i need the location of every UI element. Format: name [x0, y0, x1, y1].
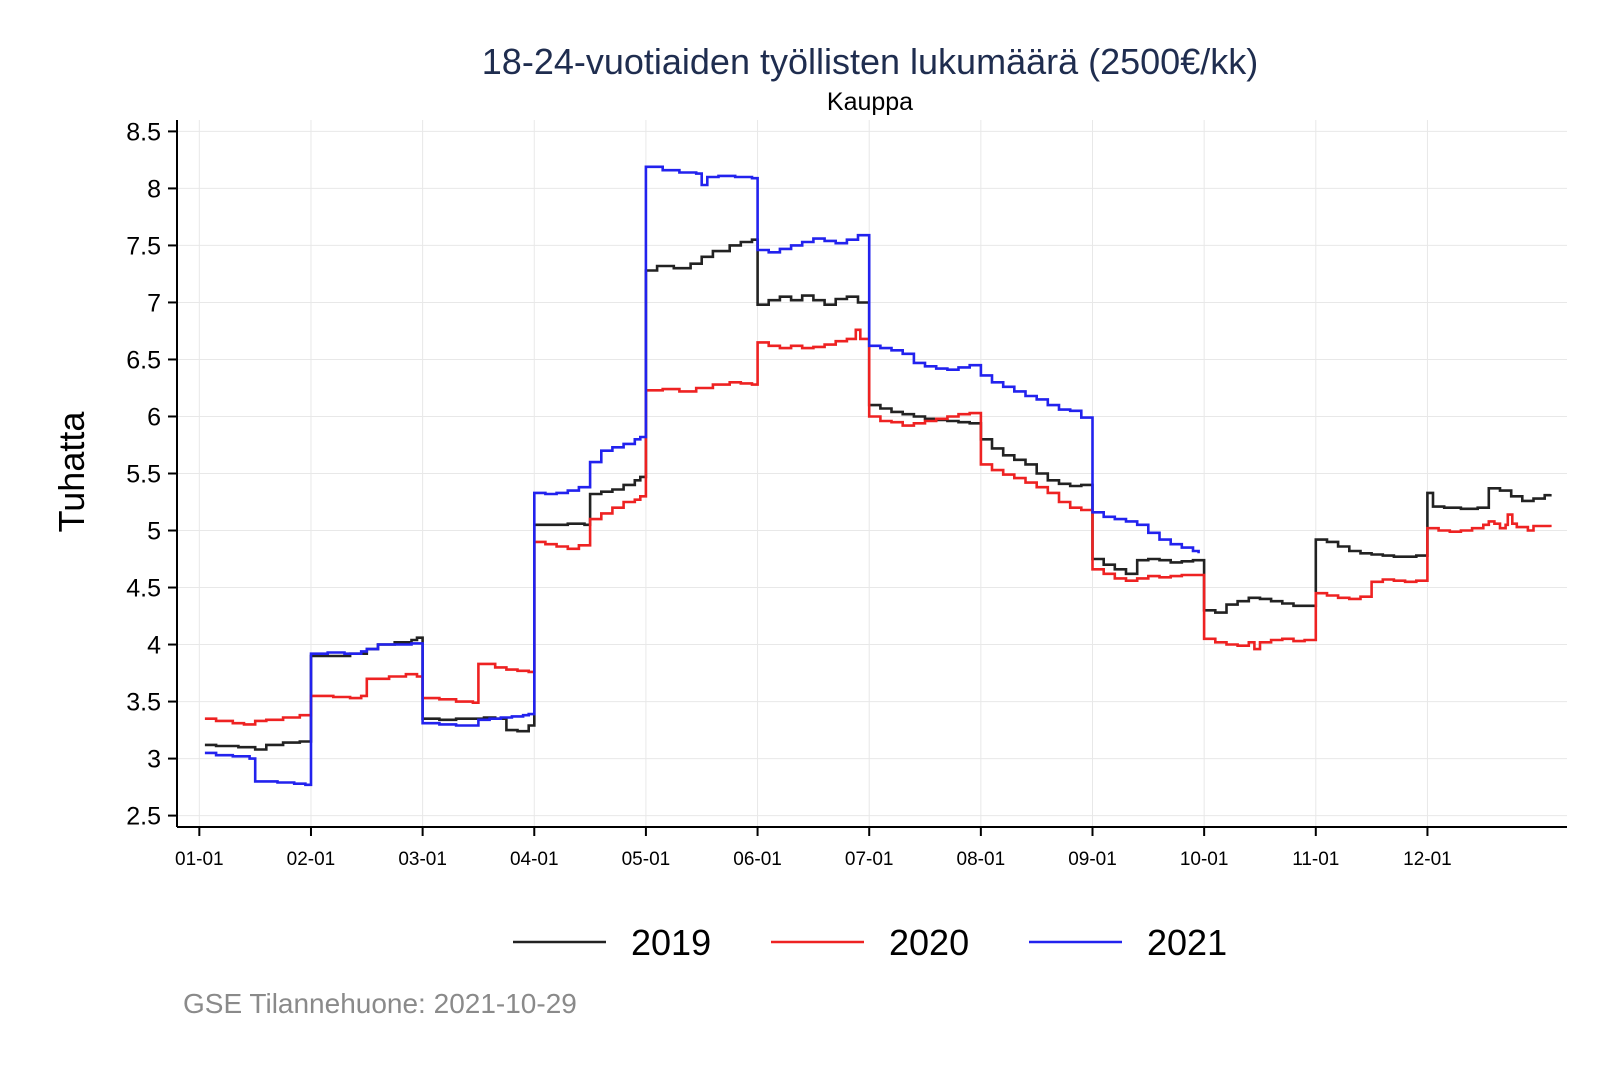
y-tick-label: 7: [147, 289, 161, 317]
y-tick-label: 5: [147, 518, 161, 546]
y-tick-label: 7.5: [126, 232, 161, 260]
chart-title: 18-24-vuotiaiden työllisten lukumäärä (2…: [482, 41, 1258, 82]
y-tick-label: 2.5: [126, 803, 161, 831]
x-tick-label: 11-01: [1292, 849, 1339, 870]
x-tick-label: 06-01: [733, 849, 782, 870]
series-line-2020: [204, 328, 1552, 726]
x-tick-label: 12-01: [1403, 849, 1452, 870]
y-tick-label: 6: [147, 403, 161, 431]
source-note: GSE Tilannehuone: 2021-10-29: [183, 988, 577, 1019]
y-tick-label: 8.5: [126, 118, 161, 146]
x-tick-label: 03-01: [398, 849, 447, 870]
x-tick-label: 10-01: [1180, 849, 1229, 870]
x-tick-label: 07-01: [845, 849, 894, 870]
legend-item-2021[interactable]: 2021: [1029, 922, 1227, 963]
y-axis-label: Tuhatta: [51, 411, 92, 533]
x-ticks: 01-01 02-01 03-01 04-01 05-01 06-01 07-01 08-01…: [175, 827, 1452, 870]
y-tick-label: 3.5: [126, 689, 161, 717]
x-tick-label: 02-01: [287, 849, 336, 870]
y-tick-label: 3: [147, 746, 161, 774]
y-tick-label: 4: [147, 632, 161, 660]
legend-label: 2020: [889, 922, 969, 963]
legend[interactable]: 2019 2020 2021: [513, 922, 1227, 963]
legend-item-2020[interactable]: 2020: [771, 922, 969, 963]
x-tick-label: 04-01: [510, 849, 559, 870]
y-tick-label: 8: [147, 175, 161, 203]
x-tick-label: 01-01: [175, 849, 224, 870]
legend-label: 2021: [1147, 922, 1227, 963]
series-line-2021: [204, 165, 1200, 787]
y-tick-label: 4.5: [126, 575, 161, 603]
x-tick-label: 08-01: [957, 849, 1006, 870]
x-tick-label: 05-01: [622, 849, 671, 870]
series-lines: [204, 165, 1552, 787]
legend-item-2019[interactable]: 2019: [513, 922, 711, 963]
y-tick-label: 5.5: [126, 461, 161, 489]
chart-subtitle: Kauppa: [827, 88, 913, 116]
y-tick-label: 6.5: [126, 346, 161, 374]
y-ticks: 2.5 3 3.5 4 4.5 5 5.5 6 6.5 7 7.5 8 8.5: [126, 118, 177, 831]
grid: [177, 120, 1567, 827]
series-line-2019: [204, 238, 1552, 751]
legend-label: 2019: [631, 922, 711, 963]
x-tick-label: 09-01: [1068, 849, 1117, 870]
